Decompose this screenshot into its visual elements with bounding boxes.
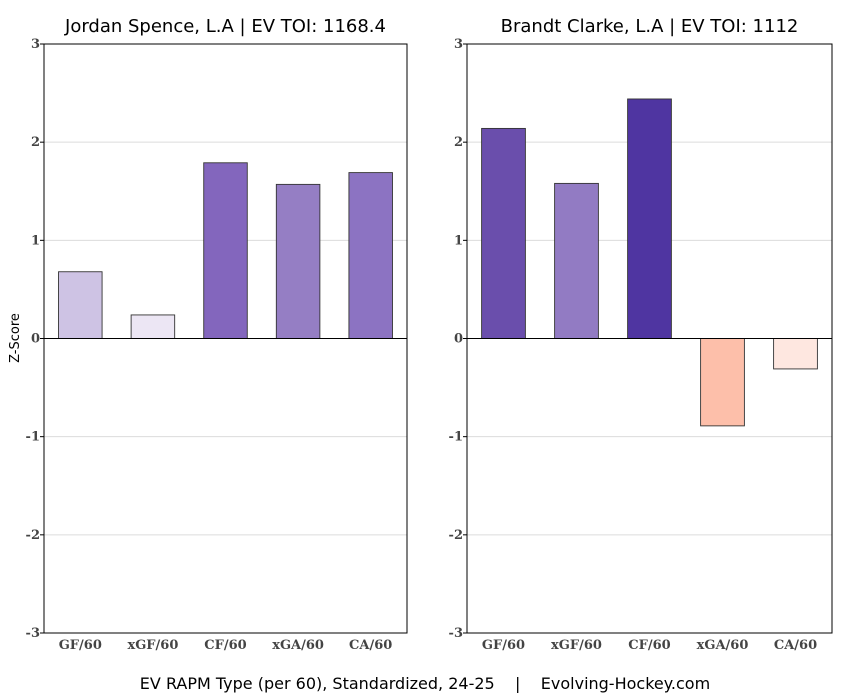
bar-xga-60 xyxy=(700,338,745,427)
y-tick-label: 3 xyxy=(454,37,463,52)
chart-title: Jordan Spence, L.A | EV TOI: 1168.4 xyxy=(64,16,386,37)
chart-title: Brandt Clarke, L.A | EV TOI: 1112 xyxy=(501,16,799,37)
x-tick-label: CF/60 xyxy=(204,638,246,653)
bar-xga-60 xyxy=(275,183,321,339)
bar-ca-60 xyxy=(348,172,393,339)
y-tick-label: 2 xyxy=(31,135,40,150)
y-tick-label: -2 xyxy=(449,528,463,543)
y-tick-label: 1 xyxy=(454,233,463,248)
x-tick-label: xGF/60 xyxy=(551,638,602,653)
x-tick-label: CA/60 xyxy=(774,638,817,653)
bar-xgf-60 xyxy=(130,314,176,339)
y-tick-label: -1 xyxy=(26,430,40,445)
y-tick-label: 0 xyxy=(31,332,40,347)
y-tick-label: -1 xyxy=(449,430,463,445)
x-tick-label: CF/60 xyxy=(628,638,670,653)
y-tick-label: 2 xyxy=(454,135,463,150)
x-tick-label: xGF/60 xyxy=(127,638,178,653)
figure-caption: EV RAPM Type (per 60), Standardized, 24-… xyxy=(140,674,710,693)
plot-frame xyxy=(43,43,408,634)
y-tick-label: 1 xyxy=(31,233,40,248)
y-tick-label: -3 xyxy=(449,626,463,641)
y-tick-label: -3 xyxy=(26,626,40,641)
x-tick-label: GF/60 xyxy=(482,638,525,653)
bar-gf-60 xyxy=(58,271,103,339)
y-tick-label: 3 xyxy=(31,37,40,52)
chart-panel-right: -3 -2 -1 0 1 2 3 GF/60 xGF/60 CF/60 xGA/60 CA/60 Bra… xyxy=(449,16,833,653)
y-tick-label: 0 xyxy=(454,332,463,347)
bar-cf-60 xyxy=(203,162,248,339)
y-tick-label: -2 xyxy=(26,528,40,543)
bar-xgf-60 xyxy=(554,182,599,339)
x-tick-label: GF/60 xyxy=(59,638,102,653)
y-axis-label: Z-Score xyxy=(8,313,23,363)
x-tick-label: CA/60 xyxy=(349,638,392,653)
x-tick-label: xGA/60 xyxy=(272,638,324,653)
bar-gf-60 xyxy=(481,127,526,339)
plot-frame xyxy=(466,43,833,634)
chart-panel-left: -3 -2 -1 0 1 2 3 GF/60 xGF/60 CF/60 xGA/60 CA/60 Jor… xyxy=(26,16,408,653)
bar-cf-60 xyxy=(627,98,672,339)
bar-ca-60 xyxy=(773,338,818,370)
x-tick-label: xGA/60 xyxy=(697,638,749,653)
